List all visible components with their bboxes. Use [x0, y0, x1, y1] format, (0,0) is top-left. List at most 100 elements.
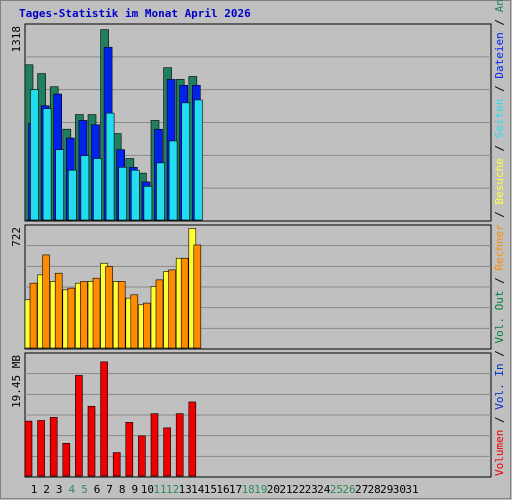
bar-seiten-day-2: [42, 108, 52, 221]
bar-volumen-day-2: [37, 420, 45, 477]
x-tick-day-4: 4: [68, 483, 75, 496]
x-tick-day-21: 21: [279, 483, 292, 496]
x-tick-day-12: 12: [166, 483, 179, 496]
x-tick-day-23: 23: [305, 483, 318, 496]
bar-volumen-day-11: [150, 413, 159, 477]
x-tick-day-3: 3: [56, 483, 63, 496]
bar-volumen-day-6: [87, 405, 96, 477]
legend-separator: /: [493, 211, 506, 224]
legend-item-seiten: Seiten: [493, 98, 506, 144]
bar-rechner-day-3: [54, 272, 63, 349]
x-tick-day-11: 11: [153, 483, 166, 496]
legend-item-besuche: Besuche: [493, 158, 506, 211]
legend-item-vol-in: Vol. In: [493, 363, 506, 416]
x-tick-day-28: 28: [368, 483, 381, 496]
x-tick-day-26: 26: [342, 483, 355, 496]
legend-separator: /: [493, 416, 506, 429]
panel-visits: 722: [10, 224, 492, 350]
x-tick-day-24: 24: [317, 483, 331, 496]
x-tick-day-31: 31: [405, 483, 418, 496]
x-tick-day-9: 9: [131, 483, 138, 496]
y-max-label-hits: 1318: [10, 26, 23, 53]
x-tick-day-2: 2: [43, 483, 50, 496]
legend-separator: /: [493, 350, 506, 363]
bar-rechner-day-1: [29, 282, 38, 349]
bar-rechner-day-8: [117, 281, 126, 349]
bar-seiten-day-8: [118, 166, 127, 221]
x-tick-day-15: 15: [204, 483, 217, 496]
x-tick-day-29: 29: [380, 483, 393, 496]
x-tick-day-10: 10: [141, 483, 154, 496]
bar-seiten-day-10: [143, 186, 153, 221]
bar-rechner-day-7: [105, 266, 113, 349]
bar-seiten-day-6: [93, 158, 102, 221]
bar-volumen-day-13: [175, 413, 184, 477]
bar-seiten-day-12: [168, 140, 178, 221]
bar-rechner-day-4: [67, 287, 76, 349]
x-tick-day-16: 16: [216, 483, 229, 496]
legend-separator: /: [493, 145, 506, 158]
bar-rechner-day-2: [42, 254, 50, 349]
bar-volumen-day-9: [125, 422, 134, 477]
y-max-label-volume: 19.45 MB: [10, 355, 23, 408]
bar-rechner-day-14: [193, 244, 202, 349]
x-axis-labels: 1 2 3 4 5 6 7 8 9 10 11 12 13 14 15 16 17 18 19 20 21 22 23 24 2…: [31, 483, 419, 496]
bar-rechner-day-10: [143, 302, 151, 349]
legend-separator: /: [493, 19, 506, 32]
bar-volumen-day-5: [75, 375, 83, 477]
bar-seiten-day-1: [30, 89, 39, 221]
bar-volumen-day-8: [112, 452, 121, 477]
x-tick-day-13: 13: [179, 483, 192, 496]
bar-rechner-day-12: [168, 269, 176, 349]
x-tick-day-27: 27: [355, 483, 368, 496]
x-tick-day-22: 22: [292, 483, 305, 496]
legend-vertical: Volumen / Vol. In / Vol. Out / Rechner /…: [493, 0, 506, 476]
legend-item-volumen: Volumen: [493, 430, 506, 476]
legend-item-dateien: Dateien: [493, 32, 506, 85]
legend-item-anfragen: Anfragen: [493, 0, 506, 19]
bar-volumen-day-1: [24, 420, 33, 477]
bar-seiten-day-4: [68, 169, 77, 221]
legend-separator: /: [493, 85, 506, 98]
chart-panels: 1318 722 19.45 MB: [10, 23, 492, 478]
bar-seiten-day-14: [194, 99, 203, 221]
bar-seiten-day-7: [105, 112, 115, 221]
bar-volumen-day-4: [62, 443, 71, 477]
bar-seiten-day-13: [181, 102, 190, 221]
x-tick-day-8: 8: [119, 483, 126, 496]
panel-volume: 19.45 MB: [10, 352, 492, 478]
bar-volumen-day-14: [188, 401, 197, 477]
x-tick-day-14: 14: [191, 483, 205, 496]
bar-rechner-day-13: [180, 257, 189, 349]
bar-seiten-day-5: [80, 155, 90, 221]
x-tick-day-18: 18: [242, 483, 255, 496]
legend-item-vol-out: Vol. Out: [493, 291, 506, 351]
x-tick-day-30: 30: [393, 483, 406, 496]
panel-hits: 1318: [10, 23, 492, 222]
bar-seiten-day-11: [156, 162, 165, 221]
bar-volumen-day-10: [138, 435, 146, 477]
x-tick-day-7: 7: [106, 483, 113, 496]
bar-volumen-day-12: [163, 427, 171, 477]
legend-item-rechner: Rechner: [493, 224, 506, 277]
chart-title: Tages-Statistik im Monat April 2026: [19, 7, 251, 20]
bar-seiten-day-9: [131, 169, 140, 221]
bar-volumen-day-7: [100, 361, 108, 477]
x-tick-day-25: 25: [330, 483, 343, 496]
bar-rechner-day-5: [80, 281, 88, 349]
x-tick-day-5: 5: [81, 483, 88, 496]
legend-separator: /: [493, 277, 506, 290]
bar-seiten-day-3: [55, 149, 65, 221]
bar-volumen-day-3: [49, 417, 58, 477]
bar-rechner-day-9: [130, 294, 139, 349]
x-tick-day-1: 1: [31, 483, 38, 496]
x-tick-day-17: 17: [229, 483, 242, 496]
y-max-label-visits: 722: [10, 227, 23, 247]
x-tick-day-20: 20: [267, 483, 280, 496]
x-tick-day-6: 6: [94, 483, 101, 496]
bar-rechner-day-6: [92, 277, 101, 349]
bar-rechner-day-11: [155, 279, 164, 349]
